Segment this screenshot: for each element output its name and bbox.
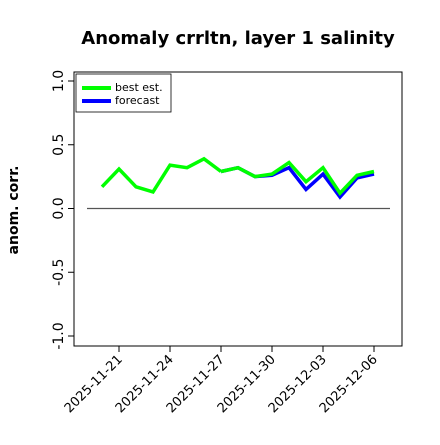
legend-label-forecast: forecast bbox=[115, 94, 160, 107]
legend-label-best-est: best est. bbox=[115, 81, 163, 94]
legend-box bbox=[75, 73, 172, 113]
y-tick-label: -0.5 bbox=[51, 259, 67, 286]
chart-title: Anomaly crrltn, layer 1 salinity bbox=[81, 28, 395, 49]
y-tick-label: 0.0 bbox=[51, 197, 67, 219]
y-tick-label: 0.5 bbox=[51, 134, 67, 156]
series-line-best-est-2 bbox=[220, 160, 375, 196]
y-tick-label: -1.0 bbox=[51, 322, 67, 349]
series-line-best-est-0 bbox=[100, 156, 223, 194]
x-axis-ticks: 2025-11-212025-11-242025-11-272025-11-30… bbox=[62, 346, 381, 416]
y-axis-label: anom. corr. bbox=[6, 166, 22, 255]
legend: best est. forecast bbox=[75, 73, 172, 113]
y-axis-ticks: -1.0 -0.5 0.0 0.5 1.0 bbox=[51, 70, 74, 350]
y-tick-label: 1.0 bbox=[51, 70, 67, 92]
series-layer bbox=[100, 156, 375, 200]
